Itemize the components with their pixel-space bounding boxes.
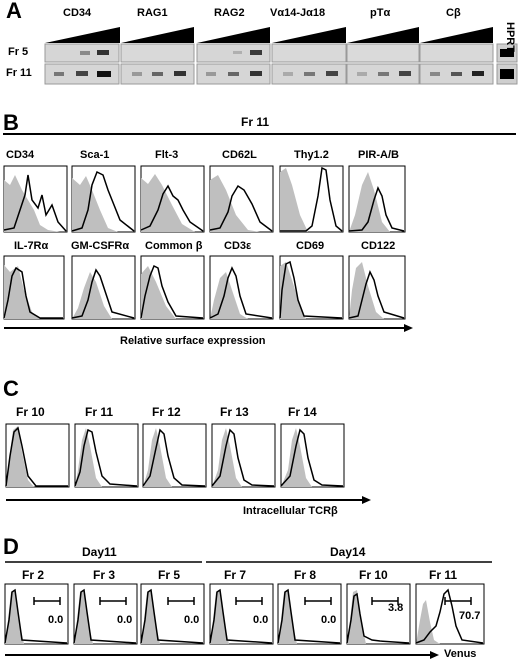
histogram-cd62l: [209, 165, 274, 233]
marker-label-thy12: Thy1.2: [294, 149, 329, 161]
histogram-d-fr5: [140, 583, 205, 645]
histogram-c-fr12: [142, 423, 207, 488]
marker-label-sca1: Sca-1: [80, 149, 110, 161]
value-d-fr5: 0.0: [184, 614, 200, 626]
marker-label-pirab: PIR-A/B: [358, 149, 399, 161]
histogram-cd122: [348, 255, 406, 320]
marker-label-cd122: CD122: [361, 240, 396, 252]
histogram-gmcsfra: [71, 255, 136, 320]
value-d-fr2: 0.0: [48, 614, 64, 626]
panel-a-letter: A: [6, 0, 22, 23]
histogram-cd69: [279, 255, 344, 320]
panel-a-gel-graphics: [44, 27, 518, 85]
value-d-fr7: 0.0: [253, 614, 269, 626]
panel-b-xaxis-label: Relative surface expression: [120, 335, 266, 347]
histogram-d-fr7: [209, 583, 274, 645]
hprt-lane: [496, 43, 518, 85]
fr-label-d-10: Fr 10: [359, 568, 388, 582]
panel-c-letter: C: [3, 376, 19, 401]
histogram-d-fr8: [277, 583, 342, 645]
histogram-c-fr11: [74, 423, 139, 488]
value-d-fr3: 0.0: [117, 614, 133, 626]
histogram-d-fr10: [346, 583, 411, 645]
group-label-day11: Day11: [82, 545, 117, 559]
gel-row-fr11: [44, 63, 494, 85]
fr-label-d-7: Fr 7: [224, 568, 247, 582]
histogram-sca1: [71, 165, 136, 233]
gene-label-cb: Cβ: [446, 7, 461, 19]
value-d-fr8: 0.0: [321, 614, 337, 626]
histogram-thy12: [279, 165, 344, 233]
histogram-cd34: [3, 165, 68, 233]
value-d-fr11: 70.7: [459, 610, 481, 622]
group-label-day14: Day14: [330, 545, 366, 559]
gene-label-rag1: RAG1: [137, 7, 168, 19]
panel-d-xaxis-label: Venus: [444, 648, 477, 660]
histogram-c-fr10: [5, 423, 70, 488]
histogram-cd3e: [209, 255, 274, 320]
marker-label-common-beta: Common β: [145, 240, 203, 252]
fr-label-d-2: Fr 2: [22, 568, 45, 582]
marker-label-cd3e: CD3ε: [224, 240, 252, 252]
panel-c-axis-arrow: [6, 496, 371, 504]
histogram-d-fr3: [73, 583, 138, 645]
fr-label-c-12: Fr 12: [152, 405, 181, 419]
gel-row-fr5: [44, 43, 494, 63]
panel-b-letter: B: [3, 110, 19, 135]
panel-b-axis-arrow: [4, 324, 413, 332]
marker-label-gmcsfra: GM-CSFRα: [71, 240, 130, 252]
gene-label-pta: pTα: [370, 7, 391, 19]
panel-d-axis-arrow: [5, 651, 439, 659]
value-d-fr10: 3.8: [388, 602, 404, 614]
marker-label-cd62l: CD62L: [222, 149, 257, 161]
fr-label-c-14: Fr 14: [288, 405, 317, 419]
gene-label-rag2: RAG2: [214, 7, 245, 19]
gene-label-cd34: CD34: [63, 7, 92, 19]
histogram-d-fr11: [415, 583, 485, 645]
fr-label-c-11: Fr 11: [85, 405, 114, 419]
fr-label-d-8: Fr 8: [294, 568, 317, 582]
histogram-flt3: [140, 165, 205, 233]
fr-label-c-10: Fr 10: [16, 405, 45, 419]
fr-label-d-3: Fr 3: [93, 568, 116, 582]
histogram-pirab: [348, 165, 406, 233]
marker-label-cd69: CD69: [296, 240, 325, 252]
wedges: [45, 27, 493, 43]
histogram-c-fr14: [280, 423, 345, 488]
fr-label-d-11: Fr 11: [429, 568, 458, 582]
panel-c-xaxis-label: Intracellular TCRβ: [243, 505, 338, 517]
marker-label-cd34: CD34: [6, 149, 35, 161]
panel-b-title-rule: [3, 133, 516, 135]
histogram-common-beta: [140, 255, 205, 320]
row-label-fr5: Fr 5: [8, 46, 29, 58]
panel-d-letter: D: [3, 534, 19, 559]
row-label-fr11: Fr 11: [6, 67, 32, 79]
histogram-c-fr13: [211, 423, 276, 488]
histogram-il7ra: [3, 255, 65, 320]
fr-label-d-5: Fr 5: [158, 568, 181, 582]
gene-label-va14-ja18: Vα14-Jα18: [270, 7, 326, 19]
histogram-d-fr2: [4, 583, 69, 645]
marker-label-flt3: Flt-3: [155, 149, 179, 161]
panel-b-title: Fr 11: [241, 115, 270, 129]
marker-label-il7ra: IL-7Rα: [14, 240, 49, 252]
fr-label-c-13: Fr 13: [220, 405, 249, 419]
